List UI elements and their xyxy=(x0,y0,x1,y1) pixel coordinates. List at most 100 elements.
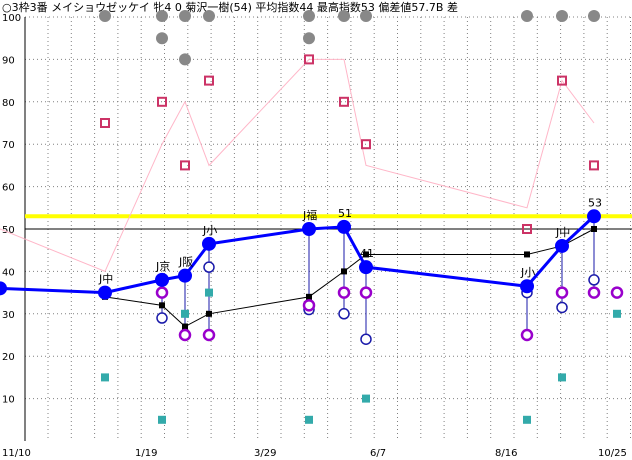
data-label: J中 xyxy=(555,226,570,239)
purple-circle-marker xyxy=(555,286,569,299)
y-tick-label: 10 xyxy=(2,395,15,406)
y-tick-label: 90 xyxy=(2,55,15,66)
data-label: 41 xyxy=(360,247,374,260)
main-point-marker xyxy=(337,219,351,234)
y-tick-label: 80 xyxy=(2,98,15,109)
teal-square-marker xyxy=(181,309,189,318)
pink-square-marker xyxy=(180,160,190,171)
x-tick-label: 3/29 xyxy=(254,448,276,459)
y-tick-label: 70 xyxy=(2,140,15,151)
data-label: 51 xyxy=(338,207,352,220)
purple-circle-marker xyxy=(155,286,169,299)
purple-circle-marker xyxy=(337,286,351,299)
ref-point-marker xyxy=(524,251,530,258)
data-labels: J中 J京 J阪 J小 J福 51 41 J小 J中 53 xyxy=(98,196,602,285)
pink-square-marker xyxy=(361,139,371,150)
y-tick-label: 30 xyxy=(2,310,15,321)
pink-square-marker xyxy=(157,96,167,107)
purple-circle-marker xyxy=(520,328,534,342)
gray-top-marker xyxy=(521,10,533,22)
data-label: J阪 xyxy=(178,255,193,269)
blue-circle-marker xyxy=(156,312,168,324)
gray-top-marker xyxy=(338,10,350,22)
y-tick-label: 100 xyxy=(2,13,21,24)
main-point-marker xyxy=(302,222,316,236)
gray-marker xyxy=(156,32,168,45)
y-tick-label: 50 xyxy=(2,225,15,236)
blue-circle-marker xyxy=(203,261,215,273)
ref-point-marker xyxy=(306,293,312,300)
purple-circle-marker xyxy=(610,286,624,299)
x-tick-label: 11/10 xyxy=(2,448,31,459)
gray-top-marker xyxy=(203,10,215,22)
pink-square-marker xyxy=(204,75,214,86)
y-tick-label: 40 xyxy=(2,267,15,278)
data-label: J京 xyxy=(155,259,170,273)
purple-circle-marker xyxy=(178,328,192,342)
x-tick-label: 6/7 xyxy=(370,448,386,459)
purple-circle-marker xyxy=(202,328,216,342)
y-tick-label: 60 xyxy=(2,183,15,194)
blue-circle-marker xyxy=(588,274,600,286)
axes: 10 20 30 40 50 60 70 80 90 100 11/10 1/19 3/29 6/7 8/1… xyxy=(2,13,627,459)
gray-top-marker xyxy=(99,10,111,22)
main-point-marker xyxy=(520,279,534,294)
gray-marker xyxy=(179,53,191,66)
main-point-marker xyxy=(555,238,569,253)
blue-circle-marker xyxy=(338,308,350,320)
gray-top-marker xyxy=(360,10,372,22)
main-point-marker xyxy=(178,268,192,283)
chart-title: ○3枠3番 メイショウゼッケイ 牝4 0 菊沢一樹(54) 平均指数44 最高指… xyxy=(2,0,458,14)
ref-point-marker xyxy=(341,268,347,275)
gray-marker xyxy=(303,32,315,45)
teal-square-marker xyxy=(305,415,313,424)
ref-point-marker xyxy=(206,310,212,317)
pink-square-marker xyxy=(304,54,314,65)
data-label: J小 xyxy=(202,224,217,237)
data-label: J中 xyxy=(98,273,113,286)
pink-square-marker xyxy=(100,118,110,128)
teal-square-marker xyxy=(362,394,370,403)
purple-circle-marker xyxy=(359,286,373,299)
ref-point-marker xyxy=(363,251,369,258)
main-point-marker xyxy=(359,260,373,275)
blue-circle-marker xyxy=(556,301,568,314)
gray-top-marker xyxy=(303,10,315,22)
main-point-marker xyxy=(98,285,112,300)
teal-square-marker xyxy=(613,309,621,318)
purple-circle-marker xyxy=(587,286,601,299)
x-tick-label: 8/16 xyxy=(495,448,517,459)
main-point-marker xyxy=(155,272,169,287)
y-tick-label: 20 xyxy=(2,352,15,363)
data-label: 53 xyxy=(588,196,602,209)
pink-series-line xyxy=(0,58,595,273)
ref-point-marker xyxy=(159,302,165,309)
reference-series-line xyxy=(104,228,595,328)
pink-square-marker xyxy=(522,224,532,234)
gray-top-marker xyxy=(556,10,568,22)
pink-square-marker xyxy=(339,96,349,107)
teal-square-marker xyxy=(523,415,531,424)
teal-square-marker xyxy=(158,415,166,424)
main-point-marker xyxy=(587,209,601,224)
gray-top-marker xyxy=(588,10,600,22)
pink-square-marker xyxy=(557,75,567,86)
x-tick-label: 10/25 xyxy=(598,448,627,459)
series-marks xyxy=(0,10,624,424)
teal-square-marker xyxy=(101,373,109,382)
teal-square-marker xyxy=(558,373,566,382)
ref-point-marker xyxy=(591,226,597,232)
ref-point-marker xyxy=(182,323,188,330)
teal-square-marker xyxy=(205,288,213,297)
pink-square-marker xyxy=(589,160,599,171)
gray-top-marker xyxy=(179,10,191,22)
gray-top-marker xyxy=(156,10,168,22)
x-tick-label: 1/19 xyxy=(135,448,157,459)
data-label: J福 xyxy=(302,208,317,222)
purple-circle-marker xyxy=(302,299,316,312)
data-label: J小 xyxy=(520,266,535,279)
main-point-marker xyxy=(202,236,216,251)
blue-circle-marker xyxy=(360,333,372,345)
main-point-marker xyxy=(0,281,7,296)
